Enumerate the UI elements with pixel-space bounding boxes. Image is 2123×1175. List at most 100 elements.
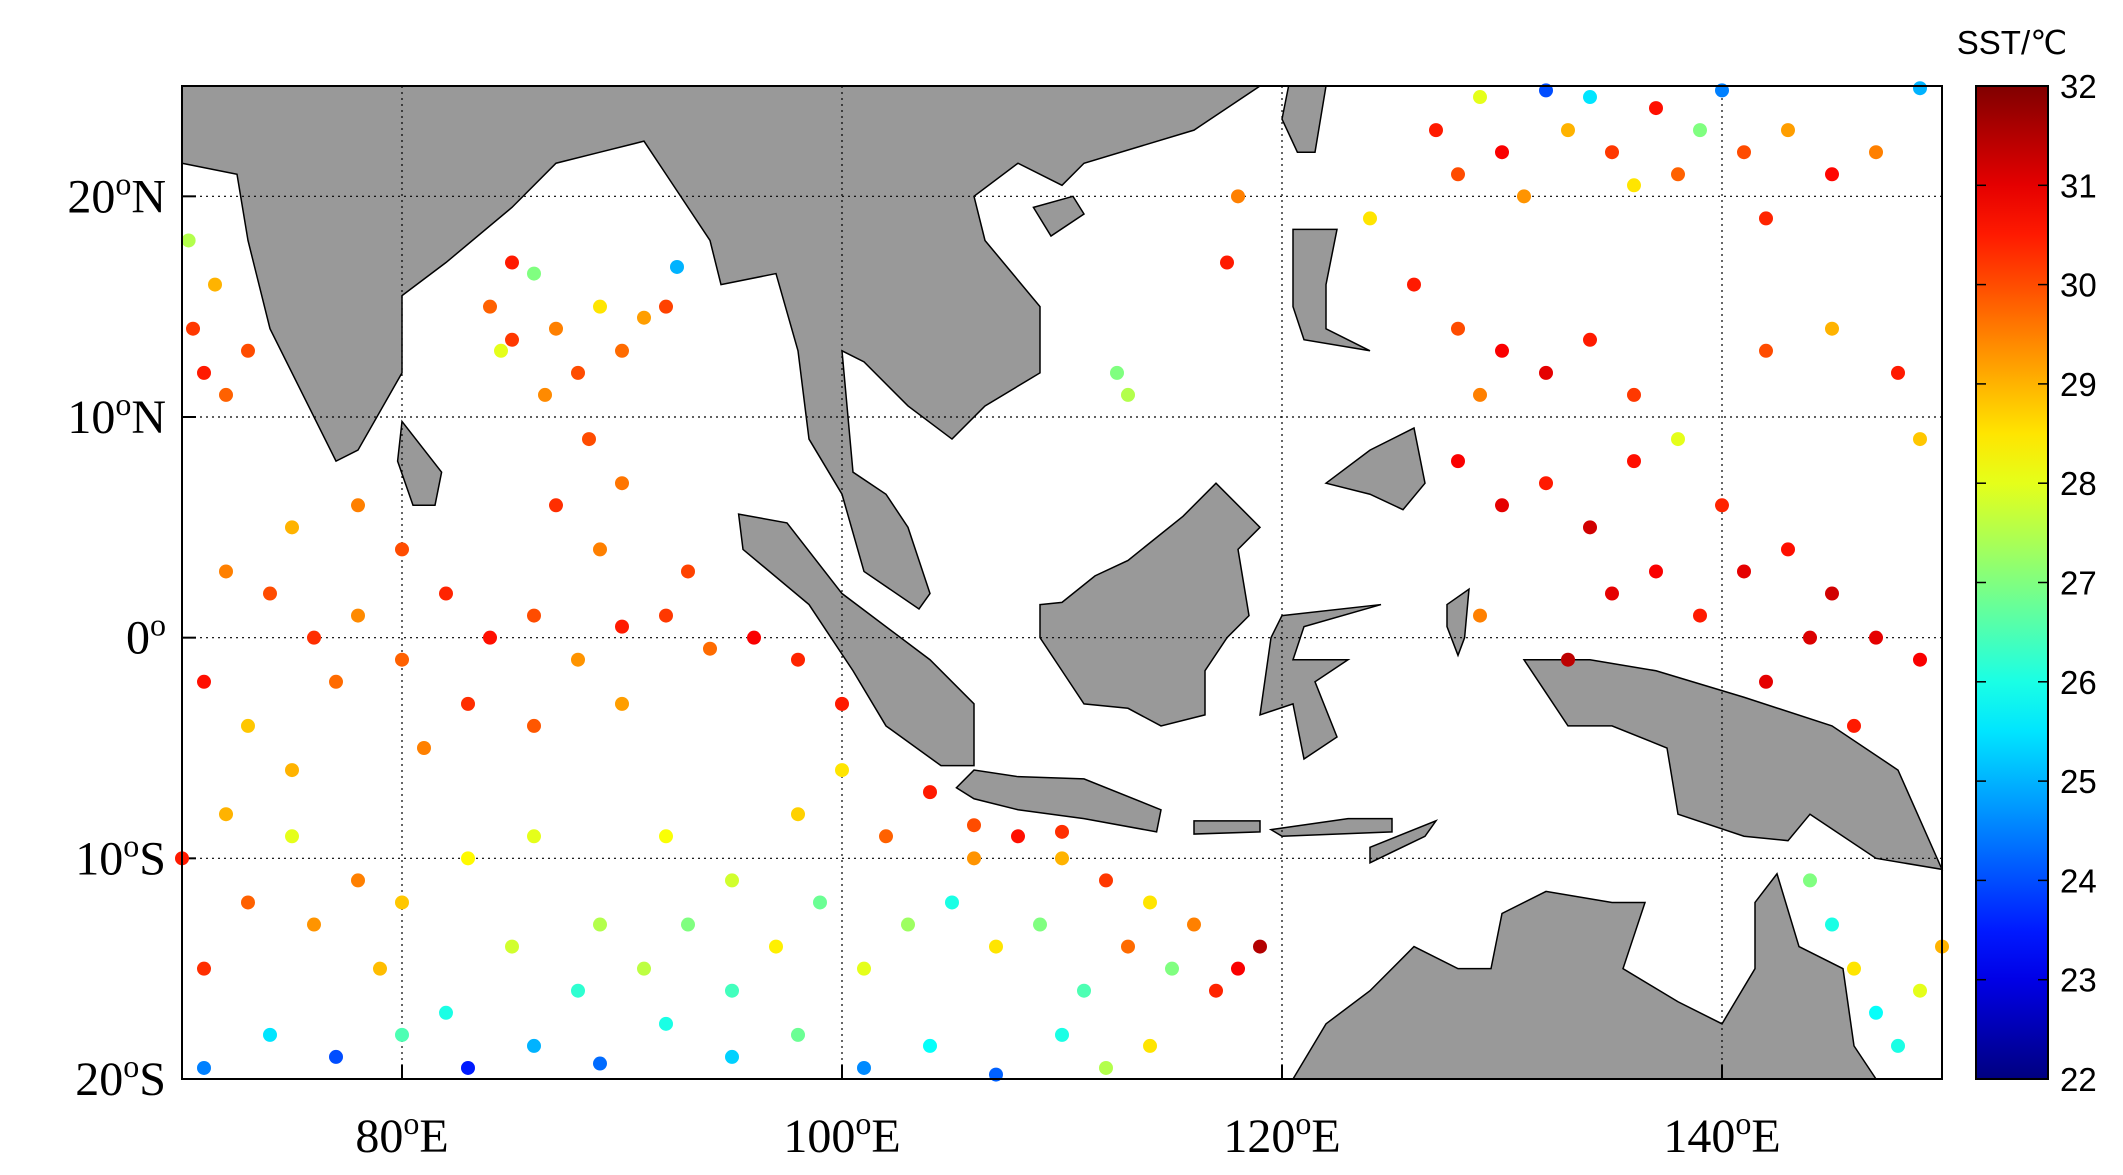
sst-point <box>1671 432 1685 447</box>
sst-point <box>593 542 607 557</box>
sst-point <box>1737 145 1751 160</box>
landmass <box>737 513 975 767</box>
sst-point <box>967 851 981 866</box>
colorbar-tick-label: 26 <box>2060 664 2097 701</box>
sst-point <box>527 1038 541 1053</box>
landmass <box>1193 820 1261 835</box>
sst-point <box>1220 255 1234 270</box>
colorbar-tick-label: 22 <box>2060 1061 2097 1098</box>
sst-point <box>285 763 299 778</box>
sst-point <box>549 498 563 513</box>
sst-point <box>461 1060 475 1075</box>
sst-point <box>527 266 541 281</box>
sst-point <box>1539 476 1553 491</box>
sst-point <box>1099 873 1113 888</box>
sst-point <box>1913 81 1927 96</box>
x-tick-label: 80oE <box>355 1105 448 1163</box>
sst-point <box>241 343 255 358</box>
sst-point <box>181 233 196 248</box>
sst-point <box>1759 343 1773 358</box>
sst-point <box>1605 145 1619 160</box>
colorbar-tick-label: 24 <box>2060 862 2097 899</box>
sst-point <box>725 873 739 888</box>
sst-point <box>241 718 255 733</box>
sst-point <box>615 619 629 634</box>
sst-point <box>1495 343 1509 358</box>
sst-point <box>505 255 519 270</box>
sst-point <box>703 641 717 656</box>
map-frame <box>181 85 1943 1080</box>
sst-point <box>1671 167 1685 182</box>
sst-point <box>461 696 475 711</box>
sst-point <box>1913 432 1927 447</box>
sst-point <box>1627 178 1641 193</box>
sst-point <box>219 564 233 579</box>
sst-point <box>1693 123 1707 138</box>
colorbar-tick-label: 28 <box>2060 465 2097 502</box>
sst-point <box>1869 145 1883 160</box>
landmass <box>1032 195 1086 238</box>
sst-point <box>1649 101 1663 116</box>
sst-point <box>747 630 761 645</box>
sst-point <box>186 321 200 336</box>
sst-point <box>549 321 563 336</box>
landmass <box>1268 817 1393 838</box>
sst-point <box>307 917 321 932</box>
sst-point <box>670 259 684 274</box>
sst-point <box>1693 608 1707 623</box>
sst-point <box>285 829 299 844</box>
landmass <box>1446 587 1470 658</box>
sst-point <box>1407 277 1421 292</box>
x-tick-label: 140oE <box>1663 1105 1780 1163</box>
sst-point <box>351 873 365 888</box>
sst-point <box>1231 961 1245 976</box>
sst-point <box>1627 387 1641 402</box>
sst-point <box>1110 365 1124 380</box>
sst-point <box>1605 586 1619 601</box>
sst-point <box>197 674 211 689</box>
sst-point <box>219 807 233 822</box>
landmass <box>1522 658 1944 871</box>
sst-point <box>1759 211 1773 226</box>
landmass <box>1292 228 1371 352</box>
sst-point <box>1451 321 1465 336</box>
sst-point <box>659 1016 673 1031</box>
sst-point <box>615 696 629 711</box>
colorbar-tick-label: 31 <box>2060 167 2097 204</box>
sst-point <box>483 630 497 645</box>
colorbar-tick-label: 23 <box>2060 962 2097 999</box>
sst-point <box>835 696 849 711</box>
sst-point <box>681 917 695 932</box>
sst-point <box>791 1027 805 1042</box>
sst-point <box>197 961 211 976</box>
sst-point <box>1825 321 1839 336</box>
sst-point <box>659 829 673 844</box>
landmass <box>955 769 1162 833</box>
sst-point <box>1825 586 1839 601</box>
sst-point <box>615 476 629 491</box>
sst-point <box>263 1027 277 1042</box>
sst-point <box>1055 824 1069 839</box>
sst-point <box>879 829 893 844</box>
sst-point <box>989 939 1003 954</box>
sst-point <box>681 564 695 579</box>
landmass <box>396 419 443 507</box>
colorbar-title: SST/℃ <box>1957 24 2067 61</box>
sst-point <box>1561 652 1575 667</box>
sst-point <box>923 1038 937 1053</box>
sst-point <box>593 917 607 932</box>
sst-point <box>1363 211 1377 226</box>
sst-point <box>1715 498 1729 513</box>
sst-point <box>593 299 607 314</box>
sst-point <box>571 983 585 998</box>
sst-point <box>1869 1005 1883 1020</box>
sst-point <box>1209 983 1223 998</box>
sst-point <box>1539 365 1553 380</box>
sst-point <box>571 365 585 380</box>
sst-point <box>1121 387 1135 402</box>
sst-point <box>1803 630 1817 645</box>
sst-point <box>351 608 365 623</box>
sst-point <box>1825 167 1839 182</box>
sst-point <box>1187 917 1201 932</box>
